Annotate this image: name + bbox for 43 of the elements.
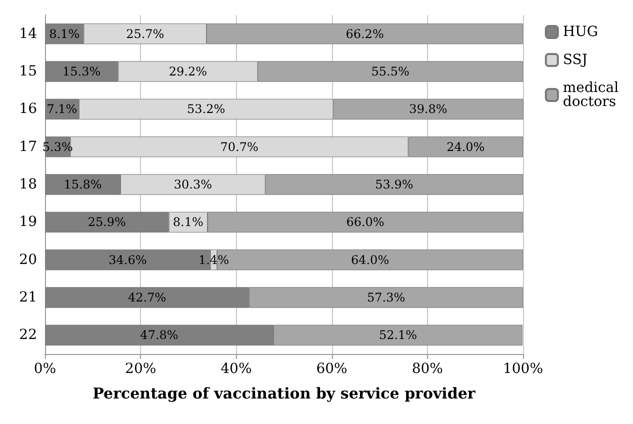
x-tick-label: 60%	[316, 361, 348, 377]
y-tick-label: 22	[19, 327, 37, 344]
data-label: 34.6%	[108, 252, 147, 267]
data-label: 24.0%	[446, 140, 485, 154]
data-label: 8.1%	[172, 215, 204, 230]
x-tick-label: 40%	[220, 361, 252, 377]
data-label: 53.2%	[187, 102, 226, 116]
data-label: 64.0%	[350, 252, 390, 267]
legend-label: HUG	[562, 24, 598, 40]
data-label: 25.9%	[88, 215, 126, 230]
legend-label: medical doctors	[562, 80, 624, 110]
data-label: 66.0%	[346, 215, 384, 230]
data-label: 66.2%	[346, 26, 384, 41]
y-tick-label: 19	[19, 214, 37, 230]
y-tick-label: 17	[19, 138, 37, 155]
data-label: 15.8%	[64, 178, 102, 192]
data-label: 70.7%	[220, 140, 258, 154]
data-label: 8.1%	[49, 26, 80, 41]
y-tick-label: 20	[19, 252, 37, 268]
data-label: 47.8%	[140, 328, 178, 342]
y-tick-label: 21	[19, 290, 37, 306]
x-tick-label: 80%	[412, 361, 443, 377]
data-label: 39.8%	[409, 102, 448, 116]
data-label: 55.5%	[371, 64, 410, 78]
data-label: 53.9%	[375, 178, 414, 192]
data-label: 57.3%	[366, 290, 406, 304]
x-tick-label: 20%	[125, 361, 156, 377]
data-label: 30.3%	[174, 178, 212, 192]
data-label: 25.7%	[126, 26, 164, 41]
data-label: 42.7%	[128, 290, 166, 304]
x-tick-label: 100%	[502, 361, 544, 377]
data-label: 52.1%	[378, 328, 418, 342]
data-label: 7.1%	[46, 102, 78, 116]
legend-label: SSJ	[562, 52, 588, 68]
data-label: 29.2%	[168, 64, 207, 78]
x-tick-label: 0%	[34, 361, 56, 377]
y-tick-label: 18	[19, 176, 37, 192]
data-label: 15.3%	[62, 64, 101, 78]
y-tick-label: 14	[19, 26, 38, 42]
y-tick-label: 15	[19, 64, 37, 80]
x-axis-title: Percentage of vaccination by service provider	[92, 384, 476, 402]
y-tick-label: 16	[19, 101, 38, 118]
data-label: 1.4%	[198, 252, 229, 267]
